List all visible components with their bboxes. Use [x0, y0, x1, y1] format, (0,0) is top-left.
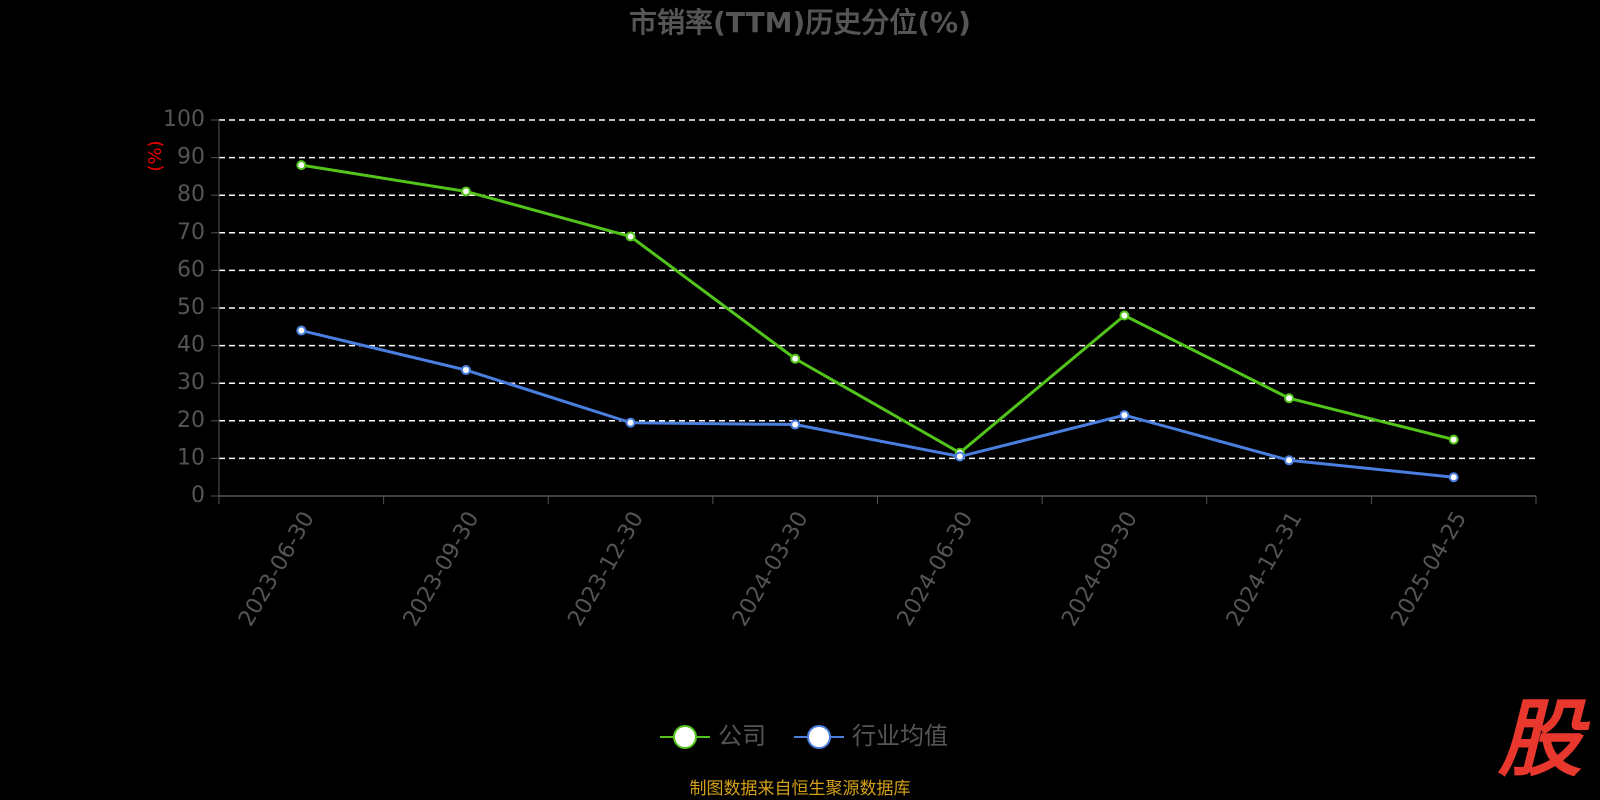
- source: 制图数据来自恒生聚源数据库: [690, 779, 911, 799]
- y-tick-label: 30: [177, 370, 205, 395]
- point: [954, 451, 965, 462]
- logo: 股: [1497, 690, 1591, 788]
- y-tick-label: 100: [163, 107, 205, 132]
- y-tick-label: 0: [191, 483, 205, 508]
- chart-title: 市销率(TTM)历史分位(%): [629, 6, 971, 39]
- y-tick-label: 80: [177, 182, 205, 207]
- series-line: [300, 329, 1454, 479]
- y-tick-label: 70: [177, 220, 205, 245]
- y-axis-label: (%): [145, 140, 166, 171]
- point: [460, 365, 471, 376]
- y-tick-label: 40: [177, 333, 205, 358]
- y-tick-label: 10: [177, 445, 205, 470]
- point: [1448, 472, 1459, 483]
- point: [625, 231, 636, 242]
- point: [625, 417, 636, 428]
- point: [1119, 310, 1130, 321]
- point: [1119, 410, 1130, 421]
- point: [460, 186, 471, 197]
- y-tick-label: 20: [177, 408, 205, 433]
- point: [1448, 434, 1459, 445]
- y-tick-label: 90: [177, 145, 205, 170]
- point: [1284, 455, 1295, 466]
- point: [790, 419, 801, 430]
- point: [1284, 393, 1295, 404]
- point: [790, 353, 801, 364]
- series-line: [301, 163, 1455, 455]
- legend-label: 公司: [718, 722, 766, 750]
- y-tick-label: 60: [177, 257, 205, 282]
- y-tick-label: 50: [177, 295, 205, 320]
- point: [296, 325, 307, 336]
- point: [296, 160, 307, 171]
- legend-marker: [673, 725, 697, 749]
- legend-label: 行业均值: [852, 722, 948, 750]
- legend-marker: [807, 725, 831, 749]
